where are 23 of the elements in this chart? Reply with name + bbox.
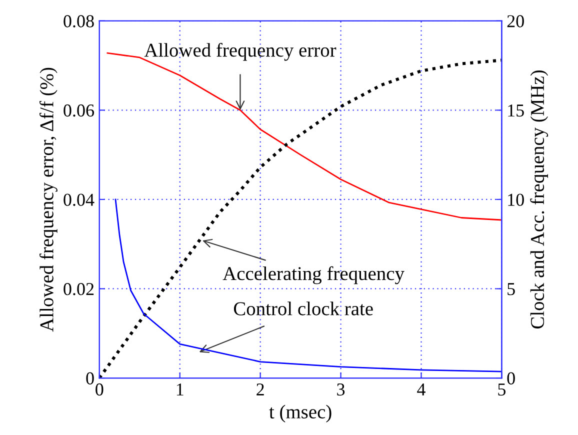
y-tick-label: 0.04	[64, 194, 94, 206]
y2-tick-label: 15	[508, 104, 524, 117]
x-tick-label: 1	[176, 383, 184, 396]
y-tick-label: 0.08	[64, 15, 94, 28]
y-tick-label: 0.02	[64, 282, 94, 296]
y-axis-title: Allowed frequency error, Δf/f (%)	[40, 68, 58, 332]
x-tick-label: 0	[96, 383, 104, 396]
x-tick-label: 5	[498, 384, 506, 396]
y2-tick-label: 10	[508, 194, 524, 206]
y-tick-label: 0	[86, 372, 94, 384]
line-series	[114, 198, 502, 372]
x-axis-title: t (msec)	[269, 404, 332, 422]
y2-tick-label: 5	[508, 283, 515, 296]
x-tick-label: 2	[256, 383, 264, 396]
y-tick-label: 0.06	[64, 104, 94, 117]
x-tick-label: 3	[337, 383, 345, 396]
y2-axis-title: Clock and Acc. frequency (MHz)	[530, 70, 548, 329]
y2-tick-label: 20	[507, 15, 524, 28]
annotation: Accelerating frequency	[222, 266, 404, 284]
y2-tick-label: 0	[507, 372, 515, 384]
annotation: Allowed frequency error	[144, 42, 336, 61]
annotation: Control clock rate	[234, 302, 373, 316]
x-tick-label: 4	[417, 384, 426, 396]
